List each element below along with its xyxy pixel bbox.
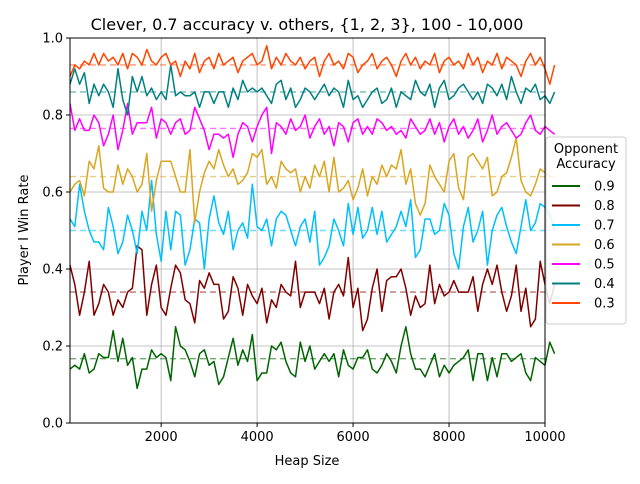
x-tick-label: 10000 xyxy=(524,430,565,445)
legend-box xyxy=(545,136,627,325)
legend-label: 0.7 xyxy=(594,219,615,234)
series-line-0-3 xyxy=(69,44,556,85)
series-line-0-9 xyxy=(69,326,556,390)
legend-entries: 0.9 0.8 0.7 0.6 0.5 0.4 0.3 xyxy=(552,180,615,312)
x-tick-label: 2000 xyxy=(145,430,178,445)
y-tick-label: 0.8 xyxy=(42,109,63,124)
legend-label: 0.8 xyxy=(594,199,615,214)
series-line-0-7 xyxy=(69,179,556,270)
legend-title-line2: Accuracy xyxy=(556,157,616,172)
x-tick-label: 8000 xyxy=(432,430,465,445)
y-tick-label: 0.4 xyxy=(42,263,63,278)
legend-label: 0.9 xyxy=(594,180,615,195)
series-line-0-4 xyxy=(69,64,556,116)
legend-label: 0.6 xyxy=(594,238,615,253)
y-tick-label: 0.2 xyxy=(42,340,63,355)
axis-ticks: 2000 4000 6000 8000 10000 0.0 0.2 0.4 0.6 0.8 1.0 xyxy=(42,32,565,446)
legend-label: 0.5 xyxy=(594,258,615,273)
series-line-0-8 xyxy=(69,245,556,332)
legend-title-line1: Opponent xyxy=(554,142,618,157)
plot-frame xyxy=(69,37,546,424)
y-tick-label: 0.6 xyxy=(42,186,63,201)
legend-label: 0.3 xyxy=(594,297,615,312)
legend-label: 0.4 xyxy=(594,277,615,292)
chart-title: Clever, 0.7 accuracy v. others, {1, 2, 3… xyxy=(91,15,524,34)
legend: Opponent Accuracy 0.9 0.8 0.7 0.6 0.5 0.4 0.3 xyxy=(545,136,627,325)
series-lines xyxy=(69,44,556,390)
y-tick-label: 0.0 xyxy=(42,417,63,432)
x-tick-label: 6000 xyxy=(337,430,370,445)
y-tick-label: 1.0 xyxy=(42,32,63,47)
x-axis-label: Heap Size xyxy=(275,454,340,469)
series-line-0-5 xyxy=(69,102,556,159)
y-axis-label: Player I Win Rate xyxy=(17,175,32,286)
series-line-0-6 xyxy=(69,137,555,224)
x-tick-label: 4000 xyxy=(241,430,274,445)
